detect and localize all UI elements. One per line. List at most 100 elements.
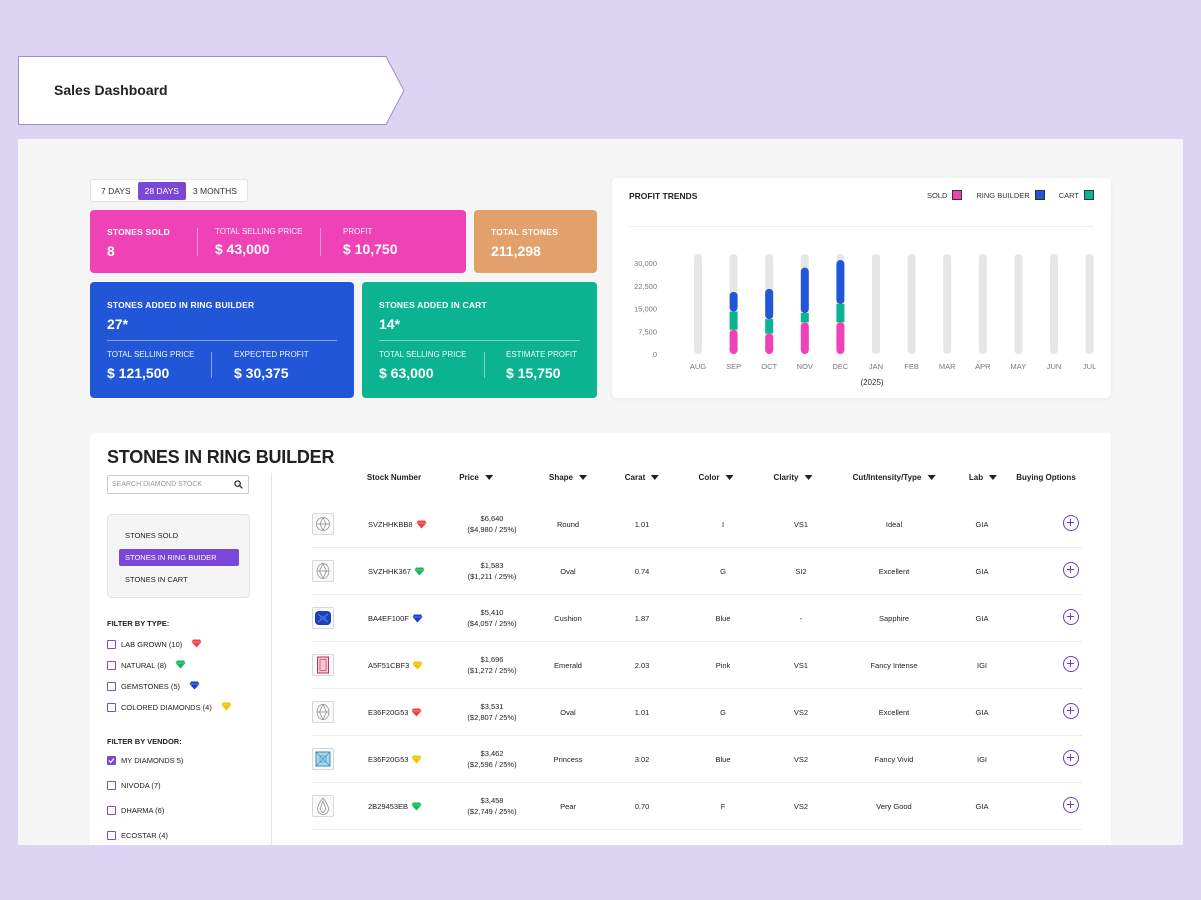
view-stones-cart[interactable]: STONES IN CART — [125, 575, 188, 584]
filter-type-item[interactable]: LAB GROWN (10) — [107, 639, 202, 650]
add-option-icon[interactable] — [1063, 562, 1079, 578]
range-28-days[interactable]: 28 DAYS — [137, 181, 186, 200]
bar-track — [1085, 254, 1094, 354]
cut-cell: Excellent — [878, 567, 910, 576]
filter-vendor-item[interactable]: DHARMA (6) — [107, 806, 164, 815]
column-header[interactable]: Lab — [969, 473, 998, 482]
shape-cell: Princess — [553, 755, 583, 764]
sort-arrow-icon[interactable] — [725, 475, 734, 480]
gem-icon — [191, 639, 202, 648]
filter-vendor-item[interactable]: NIVODA (7) — [107, 781, 161, 790]
sort-arrow-icon[interactable] — [804, 475, 813, 480]
price: $3,462 — [480, 749, 504, 758]
price: $5,410 — [480, 608, 504, 617]
stock-number-cell[interactable]: E36F20G53 — [368, 754, 422, 765]
price: $3,531 — [480, 702, 504, 711]
column-header[interactable]: Carat — [624, 473, 660, 482]
total-stones-value: 211,298 — [491, 243, 541, 259]
add-option-icon[interactable] — [1063, 515, 1079, 531]
search-icon[interactable] — [234, 480, 243, 489]
add-option-icon[interactable] — [1063, 656, 1079, 672]
column-header[interactable]: Stock Number — [367, 473, 421, 482]
checkbox[interactable] — [107, 703, 116, 712]
stock-number-cell[interactable]: 2B29453EB — [368, 801, 422, 812]
filter-type-item[interactable]: GEMSTONES (5) — [107, 681, 200, 692]
cut-cell: Fancy Vivid — [874, 755, 914, 764]
price: $1,696 — [480, 655, 504, 664]
x-tick-label: APR — [975, 362, 991, 371]
price-cell: $3,458 ($2,749 / 25%) — [467, 795, 516, 817]
price-cell: $1,696 ($1,272 / 25%) — [467, 654, 516, 676]
checkbox[interactable] — [107, 831, 116, 840]
bar-segment — [800, 267, 809, 314]
x-tick-label: MAY — [1011, 362, 1027, 371]
ring-builder-value: 27* — [107, 316, 129, 332]
add-option-icon[interactable] — [1063, 609, 1079, 625]
color-cell: I — [721, 520, 725, 529]
shape-cell: Oval — [560, 567, 576, 576]
column-header[interactable]: Shape — [549, 473, 588, 482]
table-row[interactable]: A5F51CBF3 $1,696 ($1,272 / 25%) Emerald 2.03… — [312, 642, 1082, 689]
filter-vendor-item[interactable]: MY DIAMONDS 5) — [107, 756, 183, 765]
column-header-label: Carat — [624, 473, 646, 482]
range-7-days[interactable]: 7 DAYS — [101, 185, 131, 196]
column-header[interactable]: Clarity — [774, 473, 813, 482]
column-header[interactable]: Price — [459, 473, 493, 482]
table-row[interactable]: E36F20G53 $3,531 ($2,807 / 25%) Oval 1.01 G VS… — [312, 689, 1082, 736]
lab-cell: GIA — [975, 520, 989, 529]
stock-number-cell[interactable]: SVZHHKBB8 — [368, 519, 427, 530]
filter-vendor-title: FILTER BY VENDOR: — [107, 737, 182, 746]
checkbox[interactable] — [107, 781, 116, 790]
stock-number-cell[interactable]: BA4EF100F — [368, 613, 423, 624]
column-header[interactable]: Color — [699, 473, 734, 482]
checkbox[interactable] — [107, 756, 116, 765]
filter-type-item[interactable]: NATURAL (8) — [107, 660, 186, 671]
sort-arrow-icon[interactable] — [651, 475, 660, 480]
view-stones-ring-builder[interactable]: STONES IN RING BUIDER — [119, 549, 239, 566]
search-input[interactable]: SEARCH DIAMOND STOCK — [107, 475, 249, 494]
checkbox[interactable] — [107, 682, 116, 691]
range-3-months[interactable]: 3 MONTHS — [192, 185, 237, 196]
column-header[interactable]: Cut/Intensity/Type — [853, 473, 936, 482]
carat-cell: 1.01 — [634, 520, 650, 529]
stock-number-cell[interactable]: E36F20G53 — [368, 707, 422, 718]
color-cell: G — [720, 708, 726, 717]
column-header-label: Color — [698, 473, 720, 482]
divider — [379, 340, 580, 341]
carat-cell: 0.70 — [634, 802, 650, 811]
add-option-icon[interactable] — [1063, 750, 1079, 766]
color-cell: F — [720, 802, 726, 811]
table-row[interactable]: SVZHHKBB8 $6,640 ($4,980 / 25%) Round 1.01 I V… — [312, 501, 1082, 548]
table-row[interactable]: BA4EF100F $5,410 ($4,057 / 25%) Cushion 1.87… — [312, 595, 1082, 642]
sort-arrow-icon[interactable] — [989, 475, 998, 480]
gem-icon — [411, 708, 422, 717]
sort-arrow-icon[interactable] — [579, 475, 588, 480]
table-row[interactable]: SVZHHK367 $1,583 ($1,211 / 25%) Oval 0.74 G SI… — [312, 548, 1082, 595]
bar-track — [907, 254, 916, 354]
add-option-icon[interactable] — [1063, 797, 1079, 813]
checkbox[interactable] — [107, 640, 116, 649]
sort-arrow-icon[interactable] — [484, 475, 493, 480]
date-range-selector: 7 DAYS 28 DAYS 3 MONTHS — [90, 179, 248, 202]
filter-type-item[interactable]: COLORED DIAMONDS (4) — [107, 702, 232, 713]
filter-vendor-item[interactable]: ECOSTAR (4) — [107, 831, 168, 840]
price-cell: $1,583 ($1,211 / 25%) — [468, 560, 517, 582]
stones-table-card: STONES IN RING BUILDER SEARCH DIAMOND ST… — [90, 433, 1111, 845]
ring-builder-card: STONES ADDED IN RING BUILDER 27* TOTAL S… — [90, 282, 354, 398]
stock-number-cell[interactable]: SVZHHK367 — [368, 566, 425, 577]
legend-swatch-sold — [952, 190, 963, 200]
checkbox[interactable] — [107, 806, 116, 815]
ring-builder-label: STONES ADDED IN RING BUILDER — [107, 300, 255, 310]
checkbox[interactable] — [107, 661, 116, 670]
shape-cell: Round — [556, 520, 580, 529]
add-option-icon[interactable] — [1063, 703, 1079, 719]
shape-cell: Emerald — [554, 661, 582, 670]
view-stones-sold[interactable]: STONES SOLD — [125, 531, 179, 540]
sort-arrow-icon[interactable] — [927, 475, 936, 480]
table-row[interactable]: E36F20G53 $3,462 ($2,596 / 25%) Princess 3.0… — [312, 736, 1082, 783]
cart-value: 14* — [379, 316, 401, 332]
stock-number-cell[interactable]: A5F51CBF3 — [368, 660, 423, 671]
bar-segment — [729, 329, 738, 354]
column-header[interactable]: Buying Options — [1016, 473, 1076, 482]
table-row[interactable]: 2B29453EB $3,458 ($2,749 / 25%) Pear 0.70 F VS… — [312, 783, 1082, 830]
